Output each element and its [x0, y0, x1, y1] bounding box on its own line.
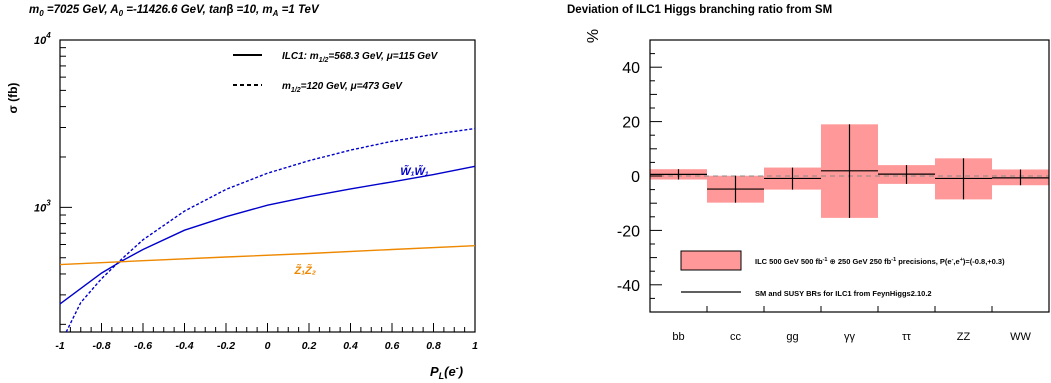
- left-y-ticks: 104 103: [34, 31, 72, 325]
- y-tick-label: 104: [34, 31, 51, 47]
- x-tick-label: -0.8: [92, 340, 110, 352]
- legend-band-swatch: [680, 250, 742, 271]
- cross-section-chart: m0 =7025 GeV, A0 =-11426.6 GeV, tanβ =10…: [6, 4, 478, 381]
- series-line-zz_ilc1: [59, 245, 476, 266]
- right-chart-title: Deviation of ILC1 Higgs branching ratio …: [567, 4, 832, 16]
- legend-entry-ilc1: ILC1: m1/2=568.3 GeV, μ=115 GeV: [282, 51, 439, 64]
- y-tick-label: -40: [617, 278, 640, 295]
- legend-entry-alt: m1/2=120 GeV, μ=473 GeV: [282, 81, 403, 94]
- left-chart-title: m0 =7025 GeV, A0 =-11426.6 GeV, tanβ =10…: [29, 4, 320, 18]
- category-label: ττ: [902, 331, 911, 343]
- category-label: cc: [730, 331, 742, 343]
- annotation-ww: W̃₁W̃₁: [400, 165, 429, 178]
- left-x-ticks: -1 -0.8 -0.6 -0.4 -0.2 0 0.2 0.4 0.6 0.8 1: [55, 323, 478, 352]
- x-tick-label: -1: [55, 340, 64, 352]
- x-tick-label: 0.8: [426, 340, 441, 352]
- x-tick-label: 0.2: [302, 340, 317, 352]
- right-y-ticks: 40 20 0 -20 -40: [617, 39, 662, 313]
- left-series-group: [59, 127, 476, 333]
- legend-entry-precision: ILC 500 GeV 500 fb-1 ⊕ 250 GeV 250 fb-1 …: [755, 257, 1005, 266]
- category-label: WW: [1010, 331, 1031, 343]
- left-plot-frame: [59, 39, 476, 333]
- category-label: γγ: [844, 331, 856, 343]
- right-category-labels: bb cc gg γγ ττ ZZ WW: [672, 306, 1031, 343]
- x-tick-label: 0.6: [385, 340, 400, 352]
- x-tick-label: 0: [265, 340, 271, 352]
- left-y-axis-label: σ (fb): [6, 83, 20, 114]
- legend-entry-sm-susy: SM and SUSY BRs for ILC1 from FeynHiggs2…: [755, 289, 932, 298]
- category-label: gg: [786, 331, 798, 343]
- series-line-ww_ilc1: [59, 165, 476, 305]
- series-line-ww_alt: [65, 127, 476, 333]
- y-tick-label: 0: [631, 169, 640, 186]
- x-tick-label: -0.6: [134, 340, 152, 352]
- category-label: ZZ: [957, 331, 971, 343]
- x-tick-label: 1: [472, 340, 478, 352]
- left-legend: ILC1: m1/2=568.3 GeV, μ=115 GeV m1/2=120…: [233, 51, 439, 94]
- x-tick-label: -0.2: [217, 340, 235, 352]
- y-tick-label: 20: [622, 115, 640, 132]
- right-legend: ILC 500 GeV 500 fb-1 ⊕ 250 GeV 250 fb-1 …: [680, 250, 1005, 298]
- branching-ratio-chart: Deviation of ILC1 Higgs branching ratio …: [567, 4, 1050, 343]
- annotation-zz: Z̃₁Z̃₂: [293, 264, 316, 277]
- right-central-values: [650, 124, 1049, 218]
- y-tick-label: 103: [34, 198, 51, 214]
- y-tick-label: 40: [622, 60, 640, 77]
- y-tick-label: -20: [617, 223, 640, 240]
- x-tick-label: -0.4: [175, 340, 193, 352]
- right-y-axis-label: %: [585, 29, 602, 43]
- category-label: bb: [672, 331, 684, 343]
- left-x-axis-label: PL(e-): [430, 363, 463, 381]
- x-tick-label: 0.4: [343, 340, 358, 352]
